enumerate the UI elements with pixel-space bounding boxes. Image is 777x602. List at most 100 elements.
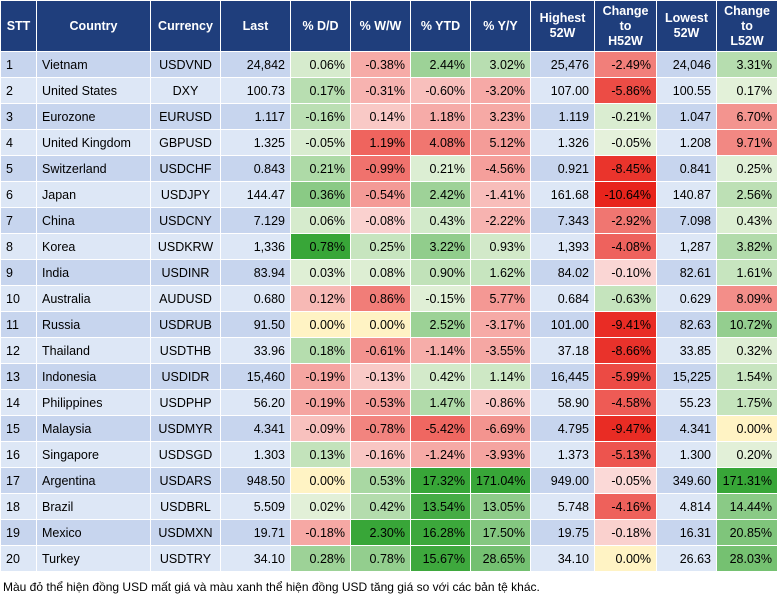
value-cell: 0.25% — [350, 233, 411, 260]
value-cell: 0.17% — [290, 77, 351, 104]
value-cell: 0.00% — [716, 415, 777, 442]
value-cell: 34.10 — [530, 545, 595, 572]
column-header: Currency — [150, 0, 221, 52]
data-row: 12 Thailand USDTHB 33.96 0.18% -0.61% -1.14% -3… — [0, 337, 777, 364]
text-cell: 1 — [0, 51, 37, 78]
value-cell: -0.31% — [350, 77, 411, 104]
value-cell: 0.53% — [350, 467, 411, 494]
data-row: 8 Korea USDKRW 1,336 0.78% 0.25% 3.22% 0.93% 1,3… — [0, 233, 777, 260]
value-cell: 0.86% — [350, 285, 411, 312]
value-cell: 91.50 — [220, 311, 291, 338]
data-row: 14 Philippines USDPHP 56.20 -0.19% -0.53% 1.47… — [0, 389, 777, 416]
value-cell: 0.03% — [290, 259, 351, 286]
value-cell: -0.60% — [410, 77, 471, 104]
value-cell: -0.99% — [350, 155, 411, 182]
value-cell: 20.85% — [716, 519, 777, 546]
data-row: 9 India USDINR 83.94 0.03% 0.08% 0.90% 1.62% 84.… — [0, 259, 777, 286]
value-cell: 2.56% — [716, 181, 777, 208]
column-header: Change to H52W — [594, 0, 657, 52]
text-cell: 16 — [0, 441, 37, 468]
value-cell: 5.77% — [470, 285, 531, 312]
value-cell: 28.03% — [716, 545, 777, 572]
value-cell: 0.28% — [290, 545, 351, 572]
value-cell: 1.62% — [470, 259, 531, 286]
value-cell: USDSGD — [150, 441, 221, 468]
value-cell: 1.300 — [656, 441, 717, 468]
column-header: Lowest 52W — [656, 0, 717, 52]
value-cell: -8.66% — [594, 337, 657, 364]
value-cell: 5.12% — [470, 129, 531, 156]
value-cell: 19.75 — [530, 519, 595, 546]
value-cell: 3.23% — [470, 103, 531, 130]
column-header: % W/W — [350, 0, 411, 52]
text-cell: United States — [36, 77, 151, 104]
value-cell: 3.02% — [470, 51, 531, 78]
column-header: Last — [220, 0, 291, 52]
value-cell: -4.16% — [594, 493, 657, 520]
text-cell: 2 — [0, 77, 37, 104]
text-cell: Argentina — [36, 467, 151, 494]
data-row: 3 Eurozone EURUSD 1.117 -0.16% 0.14% 1.18% 3.23… — [0, 103, 777, 130]
value-cell: -0.05% — [594, 467, 657, 494]
value-cell: 0.629 — [656, 285, 717, 312]
value-cell: -0.15% — [410, 285, 471, 312]
value-cell: -0.05% — [594, 129, 657, 156]
value-cell: -0.63% — [594, 285, 657, 312]
value-cell: 5.748 — [530, 493, 595, 520]
data-row: 20 Turkey USDTRY 34.10 0.28% 0.78% 15.67% 28.65… — [0, 545, 777, 572]
value-cell: 5.509 — [220, 493, 291, 520]
value-cell: USDINR — [150, 259, 221, 286]
text-cell: 6 — [0, 181, 37, 208]
value-cell: 100.73 — [220, 77, 291, 104]
value-cell: 101.00 — [530, 311, 595, 338]
text-cell: 15 — [0, 415, 37, 442]
value-cell: -10.64% — [594, 181, 657, 208]
value-cell: USDVND — [150, 51, 221, 78]
value-cell: 1.47% — [410, 389, 471, 416]
value-cell: 8.09% — [716, 285, 777, 312]
value-cell: -5.99% — [594, 363, 657, 390]
text-cell: Philippines — [36, 389, 151, 416]
value-cell: 58.90 — [530, 389, 595, 416]
value-cell: 0.06% — [290, 51, 351, 78]
data-row: 11 Russia USDRUB 91.50 0.00% 0.00% 2.52% -3.17%… — [0, 311, 777, 338]
text-cell: 4 — [0, 129, 37, 156]
value-cell: USDCNY — [150, 207, 221, 234]
value-cell: 349.60 — [656, 467, 717, 494]
value-cell: 1.208 — [656, 129, 717, 156]
value-cell: 161.68 — [530, 181, 595, 208]
text-cell: 13 — [0, 363, 37, 390]
value-cell: -3.93% — [470, 441, 531, 468]
value-cell: 28.65% — [470, 545, 531, 572]
value-cell: USDTRY — [150, 545, 221, 572]
value-cell: -3.55% — [470, 337, 531, 364]
value-cell: 3.31% — [716, 51, 777, 78]
value-cell: 17.50% — [470, 519, 531, 546]
value-cell: 24,842 — [220, 51, 291, 78]
value-cell: 0.08% — [350, 259, 411, 286]
value-cell: USDBRL — [150, 493, 221, 520]
value-cell: -5.13% — [594, 441, 657, 468]
value-cell: 0.02% — [290, 493, 351, 520]
value-cell: -0.21% — [594, 103, 657, 130]
value-cell: 14.44% — [716, 493, 777, 520]
value-cell: -9.41% — [594, 311, 657, 338]
text-cell: 12 — [0, 337, 37, 364]
value-cell: -9.47% — [594, 415, 657, 442]
value-cell: 15.67% — [410, 545, 471, 572]
value-cell: 0.20% — [716, 441, 777, 468]
column-header: STT — [0, 0, 37, 52]
value-cell: 10.72% — [716, 311, 777, 338]
value-cell: 13.05% — [470, 493, 531, 520]
value-cell: 171.31% — [716, 467, 777, 494]
value-cell: -0.53% — [350, 389, 411, 416]
value-cell: EURUSD — [150, 103, 221, 130]
value-cell: 1.326 — [530, 129, 595, 156]
value-cell: 2.42% — [410, 181, 471, 208]
value-cell: -0.10% — [594, 259, 657, 286]
column-header: % YTD — [410, 0, 471, 52]
value-cell: USDRUB — [150, 311, 221, 338]
value-cell: 1,393 — [530, 233, 595, 260]
text-cell: 10 — [0, 285, 37, 312]
value-cell: -5.42% — [410, 415, 471, 442]
